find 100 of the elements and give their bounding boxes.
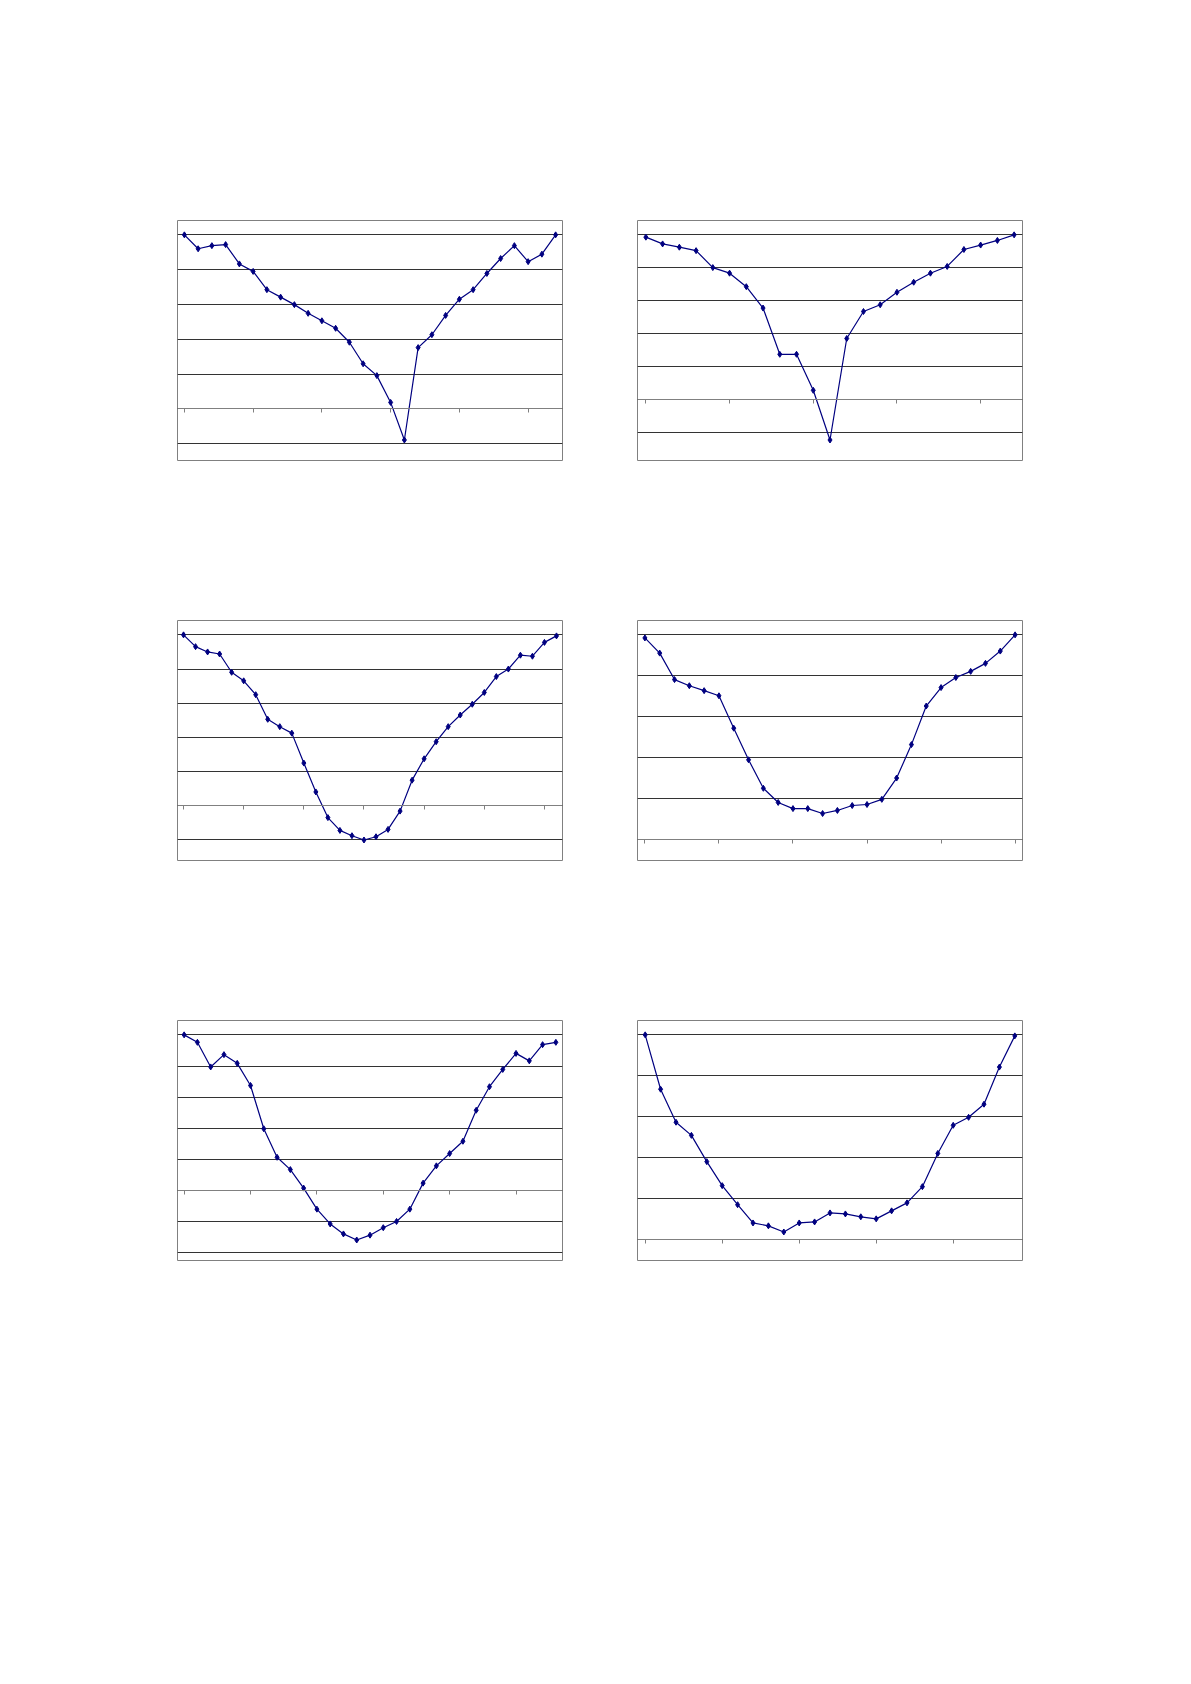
point <box>209 242 215 250</box>
point <box>760 784 766 792</box>
point <box>261 1125 267 1133</box>
point <box>505 665 511 673</box>
point <box>553 231 559 239</box>
point <box>981 1100 987 1108</box>
point <box>686 682 692 690</box>
point <box>193 643 199 651</box>
point <box>904 1199 910 1207</box>
point <box>433 738 439 746</box>
point <box>842 1210 848 1218</box>
point <box>385 825 391 833</box>
point <box>704 1158 710 1166</box>
point <box>810 386 816 394</box>
point <box>421 755 427 763</box>
point <box>950 1121 956 1129</box>
point <box>314 1205 320 1213</box>
point <box>642 1031 648 1039</box>
point <box>277 723 283 731</box>
point <box>429 331 435 339</box>
point <box>373 833 379 841</box>
point <box>301 759 307 767</box>
point <box>346 338 352 346</box>
point <box>409 776 415 784</box>
point <box>777 350 783 358</box>
point <box>642 634 648 642</box>
point <box>688 1131 694 1139</box>
point <box>673 1118 679 1126</box>
point <box>234 1059 240 1067</box>
point <box>205 648 211 656</box>
point <box>349 832 355 840</box>
point <box>796 1219 802 1227</box>
point <box>693 247 699 255</box>
point <box>469 700 475 708</box>
point <box>526 1057 532 1065</box>
point <box>935 1149 941 1157</box>
point <box>790 805 796 813</box>
point <box>420 1179 426 1187</box>
point <box>181 1031 187 1039</box>
point <box>361 836 367 844</box>
point <box>540 1041 546 1049</box>
point <box>923 702 929 710</box>
point <box>860 308 866 316</box>
point <box>1012 631 1018 639</box>
point <box>498 255 504 263</box>
point <box>481 688 487 696</box>
point <box>938 684 944 692</box>
point <box>944 262 950 270</box>
point <box>760 304 766 312</box>
point <box>367 1231 373 1239</box>
point <box>994 236 1000 244</box>
point <box>894 774 900 782</box>
point <box>305 309 311 317</box>
point <box>719 1182 725 1190</box>
point <box>264 286 270 294</box>
point <box>953 674 959 682</box>
point <box>223 241 229 249</box>
point <box>289 729 295 737</box>
point <box>513 1049 519 1057</box>
point <box>827 1209 833 1217</box>
point <box>1012 1032 1018 1040</box>
point <box>229 668 235 676</box>
point <box>181 631 187 639</box>
point <box>319 317 325 325</box>
point <box>750 1219 756 1227</box>
point <box>525 258 531 266</box>
point <box>844 334 850 342</box>
point <box>908 741 914 749</box>
point <box>470 286 476 294</box>
point <box>333 324 339 332</box>
point <box>978 241 984 249</box>
point <box>961 246 967 253</box>
point <box>553 1038 559 1046</box>
point <box>877 301 883 309</box>
point <box>701 687 707 695</box>
point <box>313 788 319 796</box>
point <box>1011 231 1017 239</box>
point <box>894 288 900 296</box>
point <box>889 1207 895 1215</box>
point <box>672 676 678 684</box>
point <box>657 649 663 657</box>
point <box>274 1153 280 1161</box>
point <box>511 242 517 250</box>
point <box>241 677 247 685</box>
point <box>746 756 752 764</box>
point <box>553 632 559 640</box>
point <box>849 802 855 810</box>
point <box>765 1222 771 1230</box>
point <box>997 647 1003 655</box>
point <box>735 1201 741 1209</box>
point <box>911 278 917 286</box>
point <box>781 1228 787 1236</box>
point <box>827 436 833 444</box>
point <box>500 1065 506 1073</box>
point <box>221 1051 227 1059</box>
point <box>217 650 223 658</box>
point <box>380 1224 386 1232</box>
point <box>253 691 259 699</box>
point <box>731 724 737 732</box>
point <box>643 233 649 241</box>
